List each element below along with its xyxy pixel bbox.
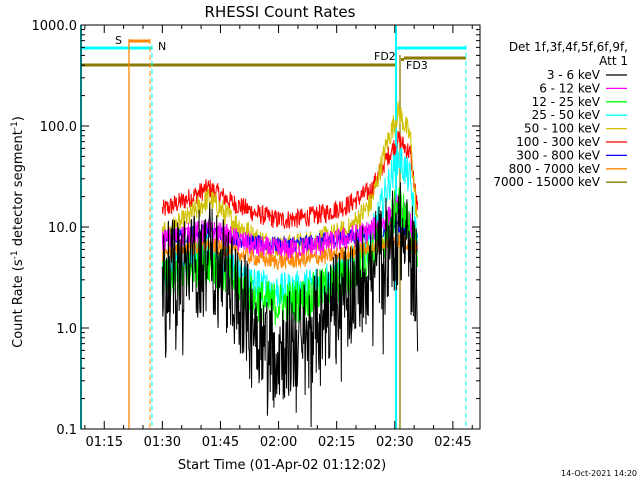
- y-tick-label: 0.1: [56, 423, 77, 438]
- legend-label: 7000 - 15000 keV: [493, 175, 600, 189]
- y-tick-label: 1.0: [56, 322, 77, 337]
- flag-label-fd3: FD3: [406, 59, 428, 72]
- plot-frame: [80, 24, 481, 430]
- y-axis-label-exponent-1: -1: [10, 250, 20, 259]
- y-tick-label: 10.0: [48, 221, 77, 236]
- y-axis-label: Count Rate (s-1 detector segment-1): [10, 116, 26, 348]
- legend-label: 6 - 12 keV: [539, 81, 601, 95]
- x-tick-label: 02:45: [434, 435, 471, 450]
- y-axis: 0.1 1.0 10.0 100.0 1000.0: [32, 19, 480, 438]
- y-axis-label-exponent-2: -1: [10, 121, 20, 130]
- y-axis-label-part2: detector segment: [11, 130, 26, 250]
- y-tick-label: 100.0: [40, 120, 77, 135]
- flag-label-fd2: FD2: [374, 50, 396, 63]
- footer-timestamp: 14-Oct-2021 14:20: [561, 469, 637, 478]
- series-line-5: [161, 130, 419, 230]
- x-axis-label: Start Time (01-Apr-02 01:12:02): [178, 458, 386, 473]
- x-tick-label: 01:45: [202, 435, 239, 450]
- x-tick-label: 02:30: [376, 435, 413, 450]
- legend-label: 3 - 6 keV: [547, 68, 601, 82]
- x-tick-label: 02:00: [260, 435, 297, 450]
- x-tick-label: 01:15: [86, 435, 123, 450]
- flag-label-n: N: [158, 40, 166, 53]
- legend-label: 100 - 300 keV: [516, 135, 600, 149]
- legend-label: 25 - 50 keV: [532, 108, 601, 122]
- flag-dot-fd: [401, 58, 404, 61]
- y-tick-label: 1000.0: [32, 19, 78, 34]
- y-axis-label-close: ): [11, 116, 26, 121]
- series-layer: [161, 101, 419, 428]
- x-tick-label: 01:30: [144, 435, 181, 450]
- legend: Det 1f,3f,4f,5f,6f,9f, Att 1 3 - 6 keV6 …: [493, 40, 628, 189]
- instrument-flags: S N FD2 FD3: [81, 34, 466, 72]
- chart-title: RHESSI Count Rates: [205, 3, 356, 21]
- x-tick-label: 02:15: [318, 435, 355, 450]
- legend-header-detectors: Det 1f,3f,4f,5f,6f,9f,: [509, 40, 628, 54]
- x-axis: 01:15 01:30 01:45 02:00 02:15 02:30 02:45: [84, 25, 473, 450]
- legend-label: 50 - 100 keV: [524, 122, 601, 136]
- flag-label-s: S: [115, 34, 122, 47]
- legend-header-attenuator: Att 1: [599, 54, 628, 68]
- legend-label: 12 - 25 keV: [532, 95, 601, 109]
- legend-label: 300 - 800 keV: [516, 148, 600, 162]
- series-line-0: [161, 182, 419, 428]
- y-axis-label-part1: Count Rate (s: [11, 259, 26, 348]
- legend-label: 800 - 7000 keV: [509, 162, 601, 176]
